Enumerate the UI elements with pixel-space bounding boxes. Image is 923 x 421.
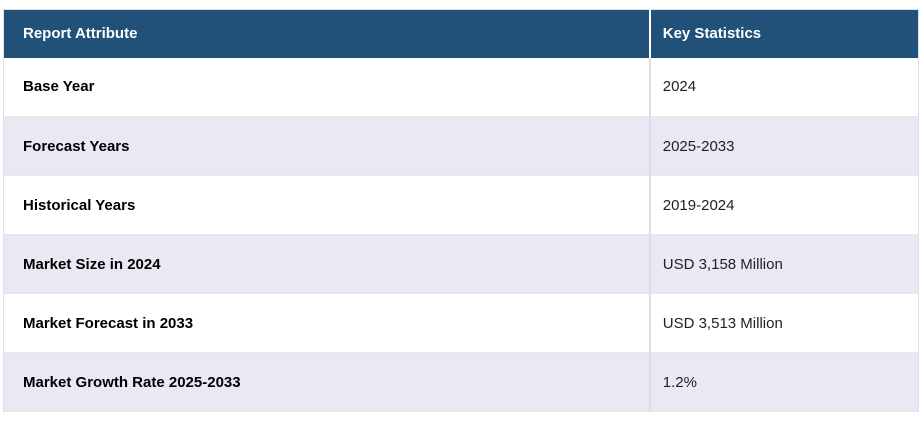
value-cell: 2019-2024 [649, 175, 919, 235]
table-row: Base Year 2024 [3, 57, 919, 117]
table-row: Market Size in 2024 USD 3,158 Million [3, 234, 919, 294]
value-cell: 1.2% [649, 352, 919, 412]
table-row: Forecast Years 2025-2033 [3, 116, 919, 176]
table-row: Market Growth Rate 2025-2033 1.2% [3, 352, 919, 412]
report-statistics-table: Report Attribute Key Statistics Base Yea… [3, 9, 919, 412]
attribute-cell: Market Growth Rate 2025-2033 [3, 352, 651, 412]
value-cell: USD 3,513 Million [649, 293, 919, 353]
table-row: Historical Years 2019-2024 [3, 175, 919, 235]
column-header-key-statistics: Key Statistics [649, 9, 919, 58]
attribute-cell: Market Forecast in 2033 [3, 293, 651, 353]
value-cell: USD 3,158 Million [649, 234, 919, 294]
table-header: Report Attribute Key Statistics [3, 9, 919, 58]
value-cell: 2025-2033 [649, 116, 919, 176]
table-row: Market Forecast in 2033 USD 3,513 Millio… [3, 293, 919, 353]
attribute-cell: Historical Years [3, 175, 651, 235]
attribute-cell: Market Size in 2024 [3, 234, 651, 294]
attribute-cell: Base Year [3, 57, 651, 117]
attribute-cell: Forecast Years [3, 116, 651, 176]
value-cell: 2024 [649, 57, 919, 117]
header-row: Report Attribute Key Statistics [3, 9, 919, 58]
column-header-report-attribute: Report Attribute [3, 9, 651, 58]
report-statistics-table-container: Report Attribute Key Statistics Base Yea… [3, 9, 919, 412]
table-body: Base Year 2024 Forecast Years 2025-2033 … [3, 57, 919, 412]
